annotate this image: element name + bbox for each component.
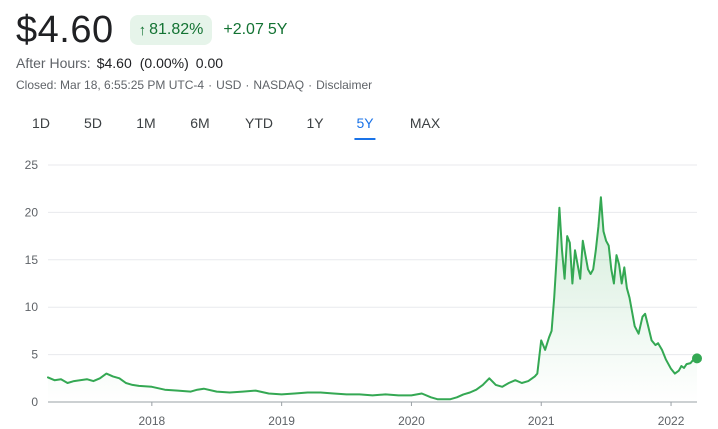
separator-dot: · <box>208 78 213 92</box>
current-price: $4.60 <box>16 8 114 51</box>
tab-1y[interactable]: 1Y <box>306 115 324 131</box>
after-hours-change: 0.00 <box>195 55 224 71</box>
separator-dot: · <box>308 78 313 92</box>
closed-time: Closed: Mar 18, 6:55:25 PM UTC-4 <box>16 78 205 92</box>
disclaimer-link[interactable]: Disclaimer <box>316 78 373 92</box>
tab-ytd[interactable]: YTD <box>245 115 273 131</box>
after-hours-price: $4.60 <box>96 55 132 71</box>
range-tabs: 1D 5D 1M 6M YTD 1Y 5Y MAX <box>0 110 718 140</box>
y-tick-label: 0 <box>31 395 38 409</box>
change-period: 5Y <box>267 21 288 38</box>
quote-header: $4.60 ↑ 81.82% +2.07 5Y <box>16 8 287 52</box>
currency: USD <box>216 78 242 92</box>
arrow-up-icon: ↑ <box>138 21 147 39</box>
y-tick-label: 25 <box>25 158 39 172</box>
tab-1m[interactable]: 1M <box>136 115 156 131</box>
x-tick-label: 2020 <box>398 414 425 428</box>
y-tick-label: 15 <box>25 253 39 267</box>
change-percent-badge: ↑ 81.82% <box>129 15 213 45</box>
x-tick-label: 2021 <box>528 414 555 428</box>
tab-1d[interactable]: 1D <box>32 115 50 131</box>
change-value: +2.07 <box>223 21 264 38</box>
tab-5y[interactable]: 5Y <box>354 110 376 140</box>
change-absolute: +2.07 5Y <box>223 21 287 39</box>
price-area-fill <box>48 197 697 402</box>
after-hours-percent: (0.00%) <box>139 55 189 71</box>
tab-5d[interactable]: 5D <box>84 115 102 131</box>
exchange: NASDAQ <box>253 78 305 92</box>
after-hours-line: After Hours: $4.60 (0.00%) 0.00 <box>16 55 223 71</box>
tab-6m[interactable]: 6M <box>190 115 210 131</box>
last-price-marker <box>692 353 702 364</box>
x-tick-label: 2019 <box>268 414 295 428</box>
x-axis-labels: 2018 2019 2020 2021 2022 <box>138 414 684 428</box>
x-tick-label: 2022 <box>658 414 685 428</box>
price-line <box>47 196 698 401</box>
y-tick-label: 20 <box>25 205 39 219</box>
separator-dot: · <box>245 78 250 92</box>
y-axis-labels: 0 5 10 15 20 25 <box>25 158 39 409</box>
tab-max[interactable]: MAX <box>409 115 441 131</box>
market-status-line: Closed: Mar 18, 6:55:25 PM UTC-4 · USD · NAS… <box>16 78 372 92</box>
change-percent: 81.82% <box>149 21 204 38</box>
x-tick-label: 2018 <box>138 414 165 428</box>
after-hours-label: After Hours: <box>16 55 91 71</box>
price-chart[interactable]: 0 5 10 15 20 25 2018 2019 2020 2021 2022 <box>0 145 718 429</box>
y-tick-label: 5 <box>31 348 38 362</box>
y-tick-label: 10 <box>25 300 39 314</box>
